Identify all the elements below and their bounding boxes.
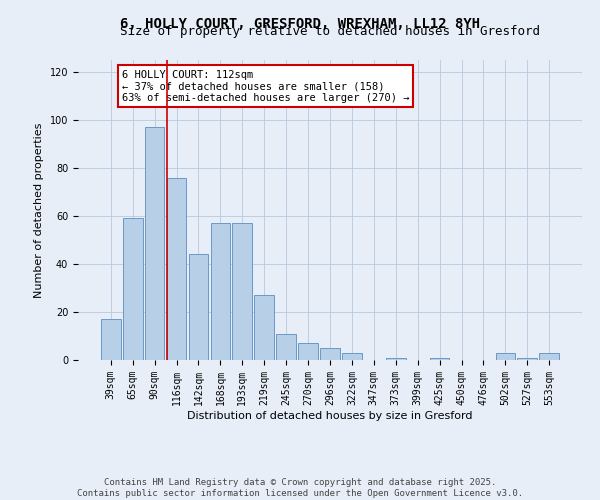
X-axis label: Distribution of detached houses by size in Gresford: Distribution of detached houses by size … (187, 410, 473, 420)
Bar (342, 353, 362, 360)
Bar (539, 353, 559, 360)
Bar (167, 178, 187, 360)
Bar (254, 295, 274, 360)
Text: 6, HOLLY COURT, GRESFORD, WREXHAM, LL12 8YH: 6, HOLLY COURT, GRESFORD, WREXHAM, LL12 … (120, 18, 480, 32)
Bar (386, 358, 406, 360)
Title: Size of property relative to detached houses in Gresford: Size of property relative to detached ho… (120, 25, 540, 38)
Bar (430, 358, 449, 360)
Bar (496, 353, 515, 360)
Bar (188, 254, 208, 360)
Text: 6 HOLLY COURT: 112sqm
← 37% of detached houses are smaller (158)
63% of semi-det: 6 HOLLY COURT: 112sqm ← 37% of detached … (122, 70, 409, 103)
Y-axis label: Number of detached properties: Number of detached properties (34, 122, 44, 298)
Bar (123, 218, 143, 360)
Text: Contains HM Land Registry data © Crown copyright and database right 2025.
Contai: Contains HM Land Registry data © Crown c… (77, 478, 523, 498)
Bar (101, 319, 121, 360)
Bar (298, 343, 318, 360)
Bar (276, 334, 296, 360)
Bar (232, 223, 252, 360)
Bar (517, 358, 537, 360)
Bar (145, 127, 164, 360)
Bar (211, 223, 230, 360)
Bar (320, 348, 340, 360)
